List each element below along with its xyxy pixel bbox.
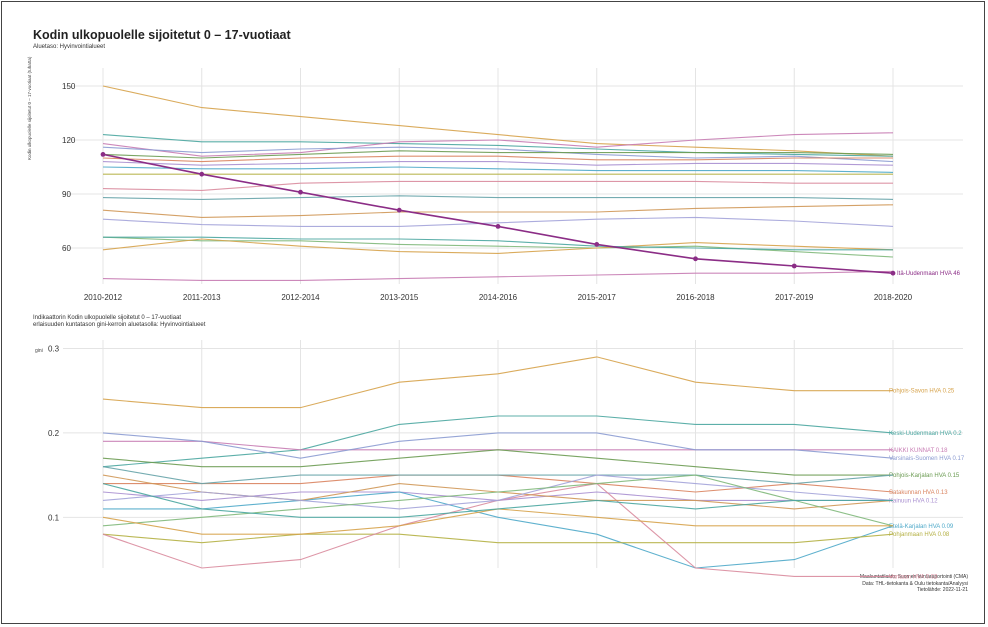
series-end-label: Kainuun HVA 0.12	[889, 498, 938, 504]
series-line	[102, 216, 894, 227]
series-line	[102, 150, 894, 159]
chart-subtitle: Aluetaso: Hyvinvointialueet	[33, 44, 106, 50]
highlight-end-label: Itä-Uudenmaan HVA 46	[897, 271, 961, 277]
series-line	[102, 155, 893, 163]
series-line	[102, 466, 894, 485]
y-tick-label: 90	[62, 190, 71, 199]
series-end-label: Satakunnan HVA 0.13	[889, 490, 948, 496]
highlight-point	[890, 270, 896, 276]
highlight-point	[100, 152, 106, 157]
series-line	[102, 195, 894, 200]
series-end-label: Pohjois-Karjalan HVA 0.15	[889, 473, 960, 479]
highlight-point	[199, 171, 205, 177]
series-line	[102, 146, 894, 163]
highlight-point	[298, 189, 303, 195]
y-tick-label: 0.2	[48, 429, 60, 438]
series-line	[102, 533, 894, 544]
bottom-y-axis-label: gini	[35, 348, 43, 354]
series-line	[103, 236, 893, 251]
series-line	[102, 449, 893, 476]
bottom-chart-title-line-1: Indikaattorin Kodin ulkopuolelle sijoite…	[33, 315, 182, 321]
highlight-point	[594, 242, 600, 247]
source-line: Data: THL-tietokanta & Oulu tietokanta/A…	[862, 580, 968, 587]
highlight-point	[693, 256, 698, 262]
x-tick-label: 2010-2012	[84, 293, 123, 302]
x-tick-label: 2013-2015	[380, 293, 419, 302]
y-tick-label: 0.3	[48, 344, 60, 353]
source-line: Maakuntatilasto: Suomen kuntaraportointi…	[859, 574, 968, 580]
highlight-point	[396, 207, 402, 213]
series-line	[103, 491, 894, 569]
highlight-point	[791, 263, 797, 269]
bottom-chart-title-line-2: erlaisuuden kuntatason gini-kerroin alue…	[33, 322, 206, 328]
series-end-label: Varsinais-Suomen HVA 0.17	[889, 456, 965, 462]
series-line	[102, 432, 894, 459]
highlight-point	[495, 224, 501, 229]
y-tick-label: 150	[62, 82, 76, 91]
x-tick-label: 2015-2017	[578, 293, 617, 302]
series-line	[102, 132, 894, 157]
series-line	[102, 166, 894, 173]
series-line	[102, 474, 894, 527]
series-line	[102, 236, 894, 258]
y-tick-label: 60	[62, 244, 71, 253]
series-end-label: Vantaan HVA 0.03	[889, 574, 938, 580]
series-end-label: Keski-Uudenmaan HVA 0.2	[889, 431, 962, 437]
x-tick-label: 2017-2019	[775, 293, 814, 302]
series-line	[102, 161, 894, 166]
series-end-label: KAIKKI KUNNAT 0.18	[889, 448, 948, 454]
series-line	[102, 134, 894, 157]
series-end-label: Pohjois-Savon HVA 0.25	[889, 389, 955, 395]
x-tick-label: 2018-2020	[874, 293, 913, 302]
y-tick-label: 120	[62, 136, 76, 145]
series-line	[102, 180, 893, 191]
series-end-label: Etelä-Karjalan HVA 0.09	[889, 524, 954, 530]
series-line	[102, 85, 894, 157]
source-note: Maakuntatilasto: Suomen kuntaraportointi…	[860, 574, 968, 594]
source-line: Tietolähde: 2022-11-21	[916, 587, 968, 593]
x-tick-label: 2014-2016	[479, 293, 518, 302]
x-tick-label: 2011-2013	[183, 293, 221, 302]
series-line	[102, 270, 894, 281]
series-line	[102, 474, 894, 510]
series-end-label: Pohjanmaan HVA 0.08	[889, 532, 950, 538]
y-tick-label: 0.1	[48, 513, 60, 522]
series-line	[102, 483, 893, 518]
x-tick-label: 2016-2018	[676, 293, 715, 302]
chart-title: Kodin ulkopuolelle sijoitetut 0 – 17-vuo…	[33, 28, 291, 42]
series-line	[102, 238, 894, 254]
series-line	[102, 204, 894, 218]
x-tick-label: 2012-2014	[281, 293, 320, 302]
series-line	[102, 356, 893, 409]
series-line	[102, 415, 894, 468]
